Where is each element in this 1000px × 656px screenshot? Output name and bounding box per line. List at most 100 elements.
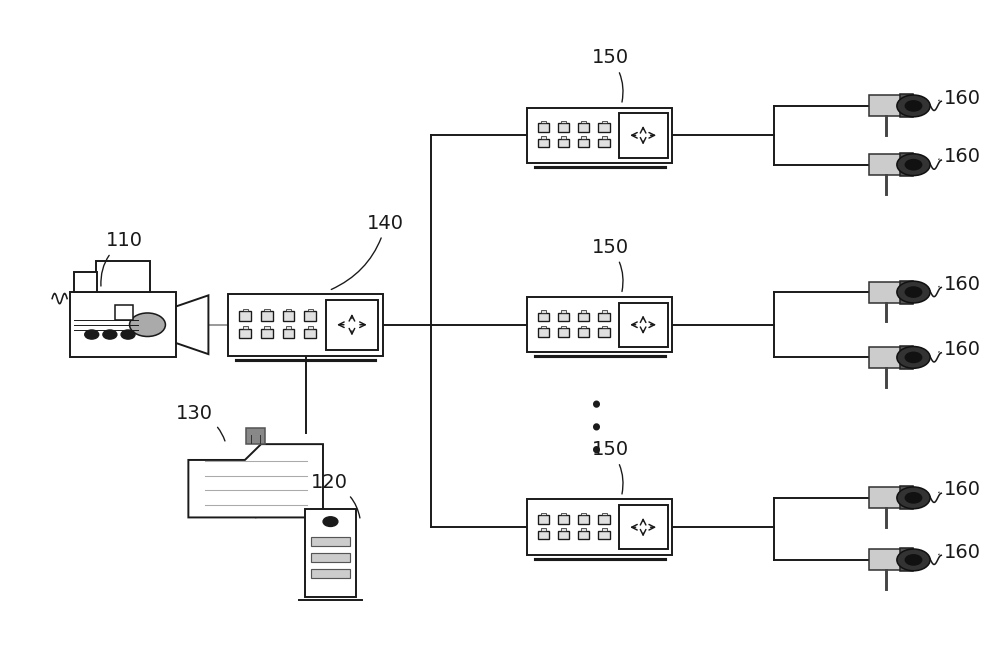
Bar — [239, 311, 251, 321]
Bar — [261, 311, 273, 321]
Text: • • •: • • • — [588, 396, 612, 456]
Circle shape — [130, 313, 165, 337]
Text: 160: 160 — [944, 148, 981, 167]
Polygon shape — [176, 295, 208, 354]
Bar — [538, 123, 549, 132]
Circle shape — [905, 286, 922, 298]
Bar — [538, 328, 549, 337]
Bar — [900, 154, 913, 176]
Bar — [578, 139, 589, 148]
Bar — [311, 554, 350, 562]
Bar — [602, 528, 607, 531]
Bar — [538, 515, 549, 523]
Bar — [261, 329, 273, 338]
Bar — [527, 297, 672, 352]
Bar — [541, 326, 546, 328]
Bar — [326, 300, 378, 350]
Bar — [869, 550, 913, 570]
Bar — [581, 310, 586, 313]
Bar — [578, 531, 589, 539]
Bar — [541, 310, 546, 313]
Bar — [619, 302, 668, 347]
Bar — [70, 292, 176, 358]
Bar — [900, 281, 913, 304]
Bar — [527, 108, 672, 163]
Bar — [311, 569, 350, 578]
Bar — [900, 94, 913, 117]
Bar — [286, 326, 291, 329]
Bar — [541, 136, 546, 139]
Bar — [239, 329, 251, 338]
Text: 160: 160 — [944, 543, 981, 562]
Bar — [304, 311, 316, 321]
Circle shape — [103, 330, 117, 339]
Bar — [869, 487, 913, 508]
Bar — [578, 313, 589, 321]
Bar — [581, 121, 586, 123]
Bar — [561, 528, 566, 531]
Bar — [538, 531, 549, 539]
Bar — [538, 313, 549, 321]
Text: 130: 130 — [176, 405, 225, 441]
Bar — [598, 328, 610, 337]
Circle shape — [905, 554, 922, 565]
Bar — [578, 515, 589, 523]
Bar — [602, 310, 607, 313]
Bar — [308, 326, 313, 329]
Bar — [527, 499, 672, 555]
Bar — [561, 513, 566, 515]
Circle shape — [897, 154, 930, 176]
Bar — [900, 548, 913, 571]
Circle shape — [905, 159, 922, 171]
Bar — [602, 513, 607, 515]
Bar — [243, 326, 248, 329]
Bar — [541, 528, 546, 531]
Text: 150: 150 — [592, 49, 629, 102]
Bar — [558, 313, 569, 321]
Bar — [561, 326, 566, 328]
Text: 160: 160 — [944, 89, 981, 108]
Bar — [598, 515, 610, 523]
Bar — [900, 486, 913, 509]
Text: 120: 120 — [311, 473, 360, 518]
Bar — [558, 328, 569, 337]
Bar — [558, 139, 569, 148]
Circle shape — [897, 549, 930, 571]
Bar — [541, 121, 546, 123]
Circle shape — [905, 100, 922, 112]
Bar — [602, 121, 607, 123]
Bar — [311, 537, 350, 546]
Bar — [581, 513, 586, 515]
Bar — [598, 123, 610, 132]
Bar — [561, 136, 566, 139]
Bar — [581, 136, 586, 139]
Bar — [305, 509, 356, 598]
Bar — [286, 308, 291, 311]
Bar — [602, 136, 607, 139]
Bar — [538, 139, 549, 148]
Bar — [558, 515, 569, 523]
Circle shape — [897, 346, 930, 368]
Circle shape — [323, 517, 338, 527]
Text: 160: 160 — [944, 480, 981, 499]
Text: 150: 150 — [592, 440, 629, 494]
Text: 150: 150 — [592, 238, 629, 291]
Bar — [74, 272, 97, 292]
Bar — [869, 96, 913, 116]
Bar — [283, 311, 294, 321]
Bar — [541, 513, 546, 515]
Bar — [561, 121, 566, 123]
Polygon shape — [188, 444, 323, 518]
Bar — [598, 531, 610, 539]
Circle shape — [897, 281, 930, 303]
Bar — [308, 308, 313, 311]
Bar — [264, 308, 270, 311]
Circle shape — [905, 352, 922, 363]
Circle shape — [897, 487, 930, 508]
Bar — [869, 154, 913, 175]
Bar — [96, 260, 150, 292]
Bar — [243, 308, 248, 311]
Bar — [581, 326, 586, 328]
Bar — [283, 329, 294, 338]
Bar — [598, 139, 610, 148]
